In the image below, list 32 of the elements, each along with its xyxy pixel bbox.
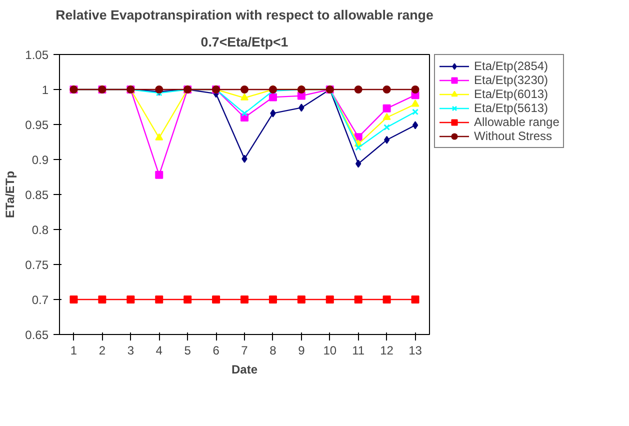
y-tick-label: 1.05 <box>25 48 49 62</box>
x-tick-label: 8 <box>270 344 277 358</box>
legend-label: Without Stress <box>474 129 552 143</box>
y-axis-title: ETa/ETp <box>3 170 18 218</box>
x-axis-title: Date <box>231 362 258 376</box>
x-tick-label: 13 <box>408 344 422 358</box>
legend-label: Eta/Etp(6013) <box>474 87 548 101</box>
x-tick-label: 4 <box>156 344 163 358</box>
legend-label: Eta/Etp(5613) <box>474 101 548 115</box>
x-tick-label: 12 <box>380 344 394 358</box>
x-tick-label: 7 <box>241 344 248 358</box>
y-tick-label: 1 <box>42 83 49 97</box>
y-tick-label: 0.7 <box>32 293 49 307</box>
x-tick-label: 1 <box>70 344 78 358</box>
x-tick-label: 6 <box>212 344 220 358</box>
legend-label: Allowable range <box>474 115 560 129</box>
x-tick-label: 5 <box>184 344 192 358</box>
y-tick-label: 0.95 <box>25 118 49 132</box>
y-tick-label: 0.8 <box>32 223 49 237</box>
x-tick-label: 3 <box>127 344 134 358</box>
x-tick-label: 11 <box>352 344 365 358</box>
y-tick-label: 0.85 <box>25 188 49 202</box>
legend-label: Eta/Etp(3230) <box>474 73 548 87</box>
chart-title: Relative Evapotranspiration with respect to allowable range <box>56 8 434 22</box>
x-tick-label: 9 <box>298 344 306 358</box>
chart-subtitle: 0.7<Eta/Etp<1 <box>200 34 289 50</box>
y-tick-label: 0.75 <box>25 258 49 272</box>
y-tick-label: 0.65 <box>25 328 49 342</box>
y-tick-label: 0.9 <box>32 153 49 167</box>
legend-label: Eta/Etp(2854) <box>474 59 548 73</box>
x-tick-label: 10 <box>323 344 337 358</box>
x-tick-label: 2 <box>98 344 106 358</box>
